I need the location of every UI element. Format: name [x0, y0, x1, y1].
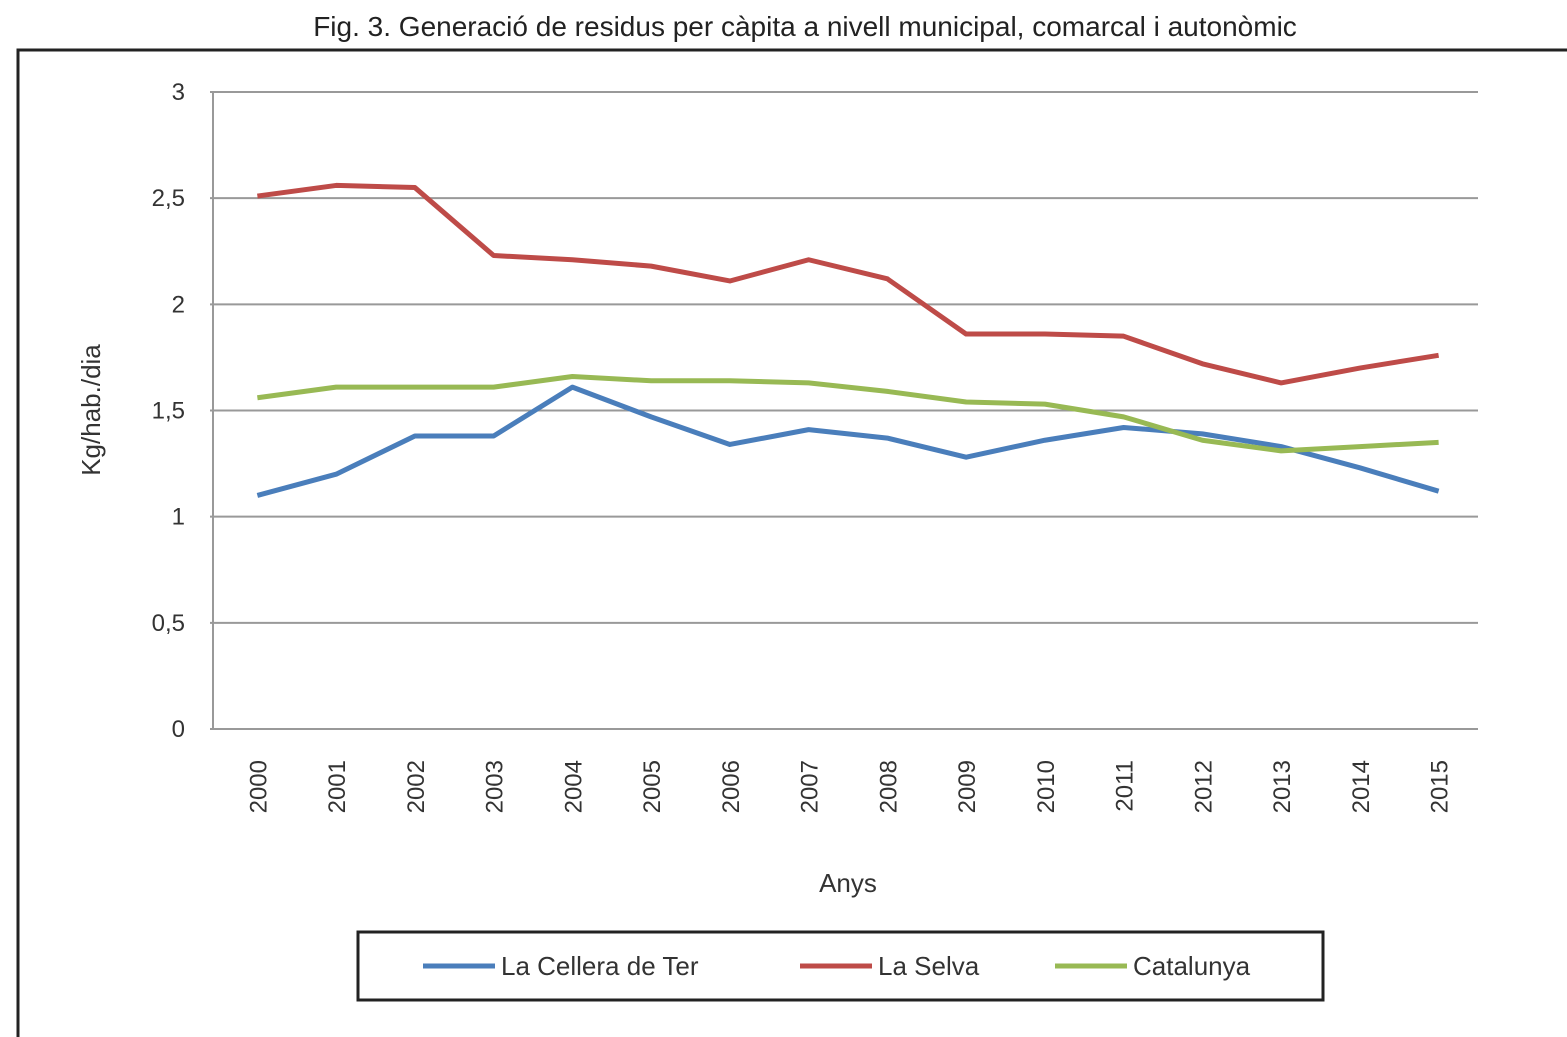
x-axis-label: Anys — [819, 868, 877, 898]
x-tick-label: 2004 — [560, 760, 587, 813]
legend-label: Catalunya — [1133, 951, 1251, 981]
x-tick-label: 2013 — [1269, 760, 1296, 813]
x-tick-label: 2000 — [245, 760, 272, 813]
frame — [16, 48, 1567, 1037]
x-tick-label: 2009 — [954, 760, 981, 813]
line-series — [256, 384, 1440, 498]
x-tick-label: 2010 — [1033, 760, 1060, 813]
x-tick-label: 2006 — [718, 760, 745, 813]
legend-label: La Cellera de Ter — [501, 951, 699, 981]
y-tick-label: 1 — [172, 504, 185, 531]
x-tick-label: 2007 — [797, 760, 824, 813]
y-axis-label: Kg/hab./dia — [76, 344, 106, 476]
x-tick-label: 2003 — [482, 760, 509, 813]
y-tick-label: 2 — [172, 291, 185, 318]
y-tick-label: 1,5 — [152, 398, 185, 425]
x-tick-label: 2012 — [1190, 760, 1217, 813]
x-tick-label: 2011 — [1112, 760, 1139, 812]
legend-label: La Selva — [878, 951, 980, 981]
x-tick-label: 2014 — [1348, 760, 1375, 813]
x-tick-label: 2002 — [403, 760, 430, 813]
x-tick-label: 2008 — [875, 760, 902, 813]
y-tick-label: 3 — [172, 79, 185, 106]
chart-title: Fig. 3. Generació de residus per càpita … — [313, 11, 1297, 42]
x-tick-label: 2015 — [1427, 760, 1454, 813]
x-tick-label: 2001 — [324, 760, 351, 813]
line-series — [257, 374, 1439, 454]
line-series — [257, 182, 1440, 386]
x-tick-label: 2005 — [639, 760, 666, 813]
y-tick-label: 0 — [172, 716, 185, 743]
y-tick-label: 0,5 — [152, 610, 185, 637]
y-tick-label: 2,5 — [152, 185, 185, 212]
